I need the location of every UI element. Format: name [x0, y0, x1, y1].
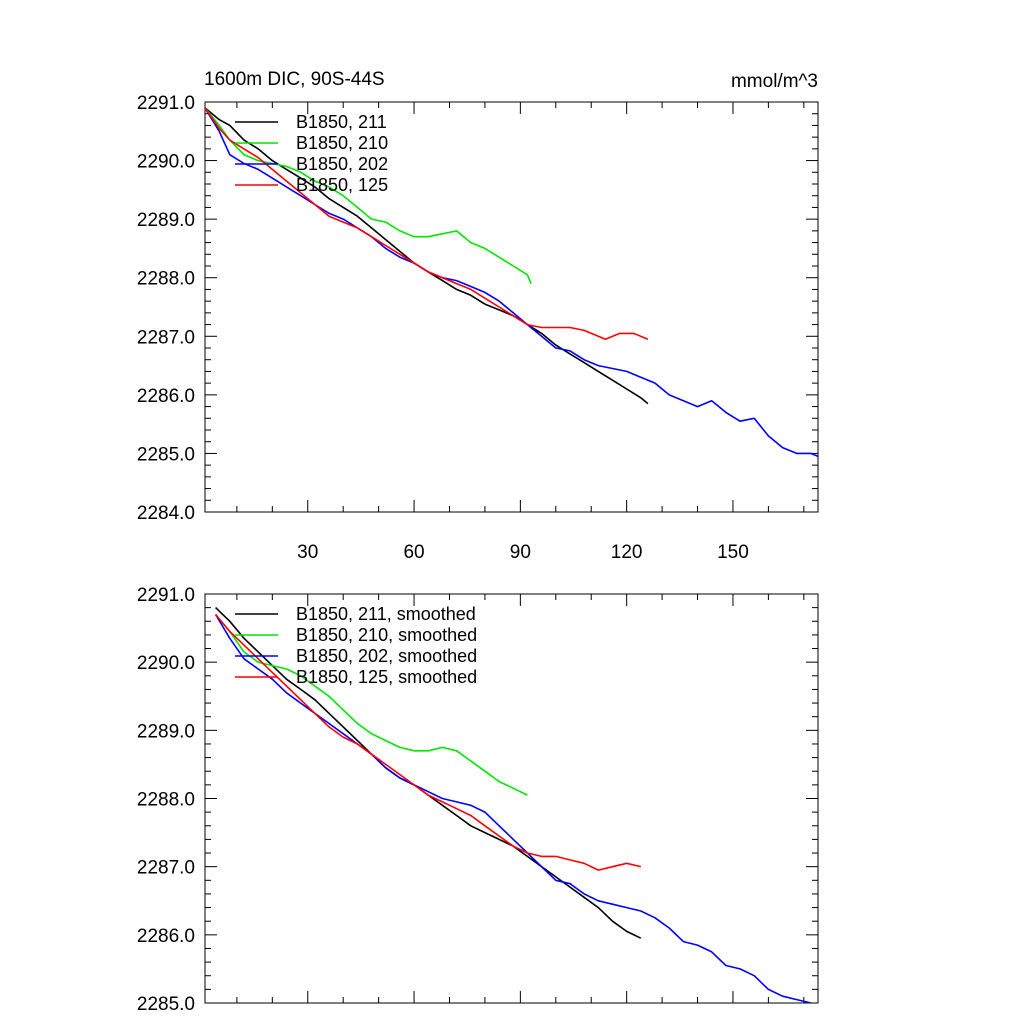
y-tick-label: 2285.0	[137, 994, 195, 1015]
x-tick-label: 90	[510, 542, 531, 563]
x-tick-label: 120	[611, 542, 643, 563]
x-tick-label: 30	[297, 542, 318, 563]
y-tick-label: 2290.0	[137, 653, 195, 674]
units-label: mmol/m^3	[731, 71, 818, 92]
series-line	[205, 107, 649, 340]
legend-label: B1850, 210	[296, 133, 388, 153]
y-tick-label: 2284.0	[137, 503, 195, 524]
chart-title: 1600m DIC, 90S-44S	[204, 69, 385, 90]
legend-label: B1850, 125, smoothed	[296, 667, 477, 687]
x-tick-label: 150	[717, 542, 749, 563]
y-tick-label: 2290.0	[137, 152, 195, 173]
plot-frame	[204, 101, 819, 513]
series-line	[205, 107, 818, 458]
series-line	[205, 107, 532, 284]
series-line	[214, 613, 528, 796]
y-tick-label: 2289.0	[137, 721, 195, 742]
series-group	[214, 607, 812, 1003]
legend-label: B1850, 125	[296, 175, 388, 195]
y-tick-label: 2286.0	[137, 926, 195, 947]
y-tick-label: 2285.0	[137, 444, 195, 465]
y-tick-label: 2291.0	[137, 585, 195, 606]
legend-label: B1850, 210, smoothed	[296, 625, 477, 645]
legend-label: B1850, 211, smoothed	[296, 604, 476, 624]
y-tick-label: 2288.0	[137, 790, 195, 811]
y-tick-label: 2288.0	[137, 269, 195, 290]
y-tick-label: 2289.0	[137, 210, 195, 231]
x-tick-label: 60	[403, 542, 424, 563]
series-line	[205, 107, 649, 405]
legend-label: B1850, 202, smoothed	[296, 646, 477, 666]
bottom-panel: 2285.0 2286.0 2287.0 2288.0 2289.0 2290.0 2291…	[137, 585, 819, 1015]
y-tick-label: 2291.0	[137, 93, 195, 114]
legend-label: B1850, 202	[296, 154, 388, 174]
top-panel: 2284.0 2285.0 2286.0 2287.0 2288.0 2289.0 2290…	[137, 93, 819, 563]
y-tick-label: 2287.0	[137, 858, 195, 879]
series-line	[214, 613, 641, 871]
y-tick-label: 2286.0	[137, 386, 195, 407]
y-tick-label: 2287.0	[137, 327, 195, 348]
legend-label: B1850, 211	[296, 112, 387, 132]
